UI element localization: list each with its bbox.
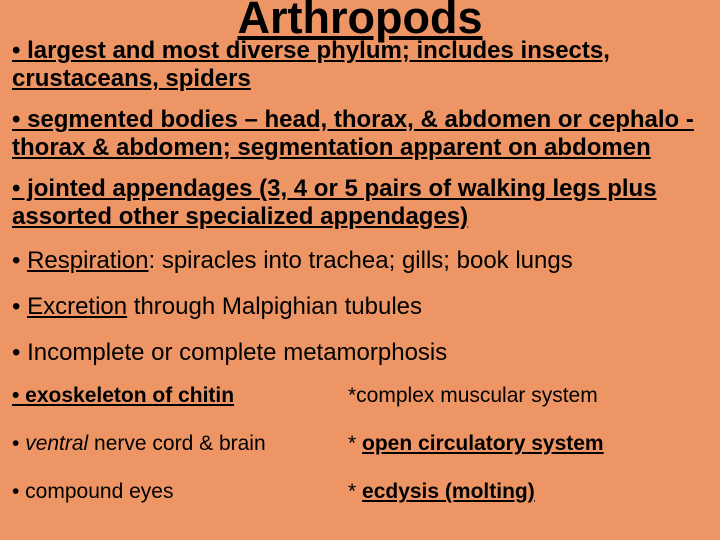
bullet-4-prefix: • [12,247,27,274]
bullet-12-prefix: * [348,480,362,503]
bullet-5: • Excretion through Malpighian tubules [12,293,708,321]
bullet-1: • largest and most diverse phylum; inclu… [12,37,708,92]
bullet-9-italic: ventral [25,432,88,455]
bullet-2: • segmented bodies – head, thorax, & abd… [12,106,712,161]
bullet-5-suffix: through Malpighian tubules [127,293,422,320]
bullet-11-left: • compound eyes [12,480,352,504]
bullet-7-left: • exoskeleton of chitin [12,384,352,408]
bullet-9-prefix: • [12,432,25,455]
bullet-4-suffix: : spiracles into trachea; gills; book lu… [148,247,572,274]
bullet-8-right: *complex muscular system [348,384,708,408]
bullet-10-styled: open circulatory system [362,432,604,455]
bullet-12-right: * ecdysis (molting) [348,480,708,504]
bullet-10-prefix: * [348,432,362,455]
bullet-10-right: * open circulatory system [348,432,708,456]
bullet-5-underlined: Excretion [27,293,127,320]
bullet-9-suffix: nerve cord & brain [88,432,265,455]
bullet-5-prefix: • [12,293,27,320]
bullet-4-underlined: Respiration [27,247,148,274]
bullet-12-styled: ecdysis (molting) [362,480,535,503]
bullet-4: • Respiration: spiracles into trachea; g… [12,247,708,275]
bullet-3: • jointed appendages (3, 4 or 5 pairs of… [12,175,708,230]
bullet-6: • Incomplete or complete metamorphosis [12,339,708,367]
bullet-9-left: • ventral nerve cord & brain [12,432,352,456]
